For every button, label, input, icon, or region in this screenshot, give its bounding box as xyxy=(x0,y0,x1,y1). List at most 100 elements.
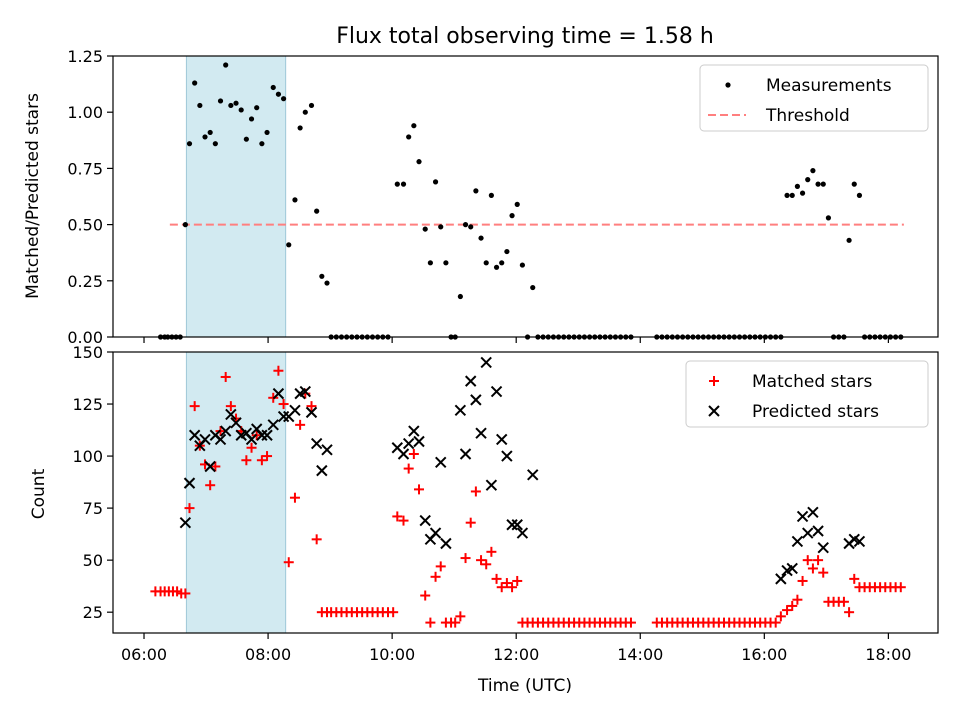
x-tick-label: 12:00 xyxy=(493,645,539,664)
predicted-star-point xyxy=(289,404,301,416)
predicted-star-stroke-b xyxy=(402,437,415,450)
predicted-star-stroke-b xyxy=(480,356,492,369)
predicted-star-point xyxy=(796,510,809,523)
matched-star-point xyxy=(782,605,793,616)
y-tick-label: 0.00 xyxy=(67,328,103,347)
legend-label: Measurements xyxy=(766,76,892,96)
measurement-point xyxy=(314,208,320,214)
predicted-star-stroke-b xyxy=(775,573,787,585)
matched-star-point xyxy=(455,611,466,622)
predicted-star-point xyxy=(817,541,829,554)
x-tick-label: 10:00 xyxy=(369,645,415,664)
predicted-star-stroke-b xyxy=(527,469,539,481)
predicted-star-point xyxy=(321,444,333,456)
predicted-star-stroke-b xyxy=(454,404,467,416)
matched-star-point xyxy=(496,582,507,593)
predicted-star-point xyxy=(419,514,431,527)
matched-star-point xyxy=(775,611,786,622)
predicted-star-stroke-b xyxy=(188,429,201,441)
y-tick-label: 0.75 xyxy=(67,159,103,178)
predicted-star-point xyxy=(480,356,492,369)
predicted-star-stroke-b xyxy=(272,387,285,400)
legend-box xyxy=(699,64,929,132)
measurement-point xyxy=(473,188,479,194)
predicted-star-point xyxy=(408,425,420,437)
measurement-point xyxy=(238,107,244,113)
matched-star-point xyxy=(430,571,441,582)
predicted-star-point xyxy=(454,404,467,416)
predicted-star-stroke-b xyxy=(807,506,819,518)
matched-star-point xyxy=(273,365,284,376)
predicted-star-stroke-b xyxy=(490,385,503,398)
predicted-star-stroke-b xyxy=(230,417,242,429)
predicted-star-stroke-b xyxy=(511,519,523,531)
measurement-point xyxy=(270,84,276,91)
predicted-star-point xyxy=(183,477,196,489)
predicted-star-point xyxy=(807,506,819,518)
matched-star-point xyxy=(278,399,289,410)
matched-star-point xyxy=(770,617,781,628)
predicted-star-point xyxy=(188,429,201,441)
measurement-point xyxy=(286,242,292,248)
matched-star-point xyxy=(813,555,824,566)
predicted-star-point xyxy=(261,429,273,441)
measurement-point xyxy=(228,102,234,109)
measurement-point xyxy=(457,293,463,300)
predicted-star-stroke-b xyxy=(256,429,268,441)
measurement-point xyxy=(259,141,265,147)
measurement-point xyxy=(411,123,417,129)
matched-star-point xyxy=(486,546,497,557)
measurement-point xyxy=(514,201,520,207)
measurement-point xyxy=(186,141,193,147)
legend-box xyxy=(685,360,929,428)
predicted-star-stroke-b xyxy=(501,450,513,462)
measurement-point xyxy=(856,192,863,198)
predicted-star-stroke-b xyxy=(261,429,273,441)
predicted-star-stroke-b xyxy=(475,427,487,439)
x-tick-label: 16:00 xyxy=(741,645,787,664)
legend-predicted-stroke-b xyxy=(708,405,720,417)
predicted-star-stroke-b xyxy=(397,448,410,460)
predicted-star-point xyxy=(511,519,523,531)
matched-star-point xyxy=(450,617,461,628)
measurement-point xyxy=(422,226,428,232)
matched-star-point xyxy=(392,511,403,522)
matched-star-point xyxy=(465,517,476,528)
matched-star-point xyxy=(802,555,813,566)
y-tick-label: 25 xyxy=(83,603,103,622)
measurement-point xyxy=(478,235,484,241)
predicted-star-point xyxy=(299,385,312,398)
measurement-point xyxy=(432,179,439,185)
matched-star-point xyxy=(895,582,906,593)
predicted-star-stroke-b xyxy=(435,456,447,469)
matched-star-point xyxy=(460,553,471,564)
matched-star-point xyxy=(807,563,818,574)
measurement-point xyxy=(846,237,852,243)
predicted-star-point xyxy=(256,429,268,441)
measurement-point xyxy=(243,136,249,142)
predicted-star-stroke-b xyxy=(459,448,472,460)
measurement-point xyxy=(280,96,287,102)
predicted-star-point xyxy=(310,437,323,450)
matched-star-point xyxy=(849,573,860,584)
matched-star-point xyxy=(403,463,414,474)
measurement-point xyxy=(182,222,188,228)
predicted-star-point xyxy=(413,435,425,448)
measurement-point xyxy=(427,260,433,266)
predicted-star-point xyxy=(485,479,498,491)
matched-star-point xyxy=(501,578,512,589)
matched-star-point xyxy=(180,588,191,599)
measurement-point xyxy=(483,260,489,266)
legend-measurements-marker xyxy=(725,82,731,88)
y-tick-label: 0.50 xyxy=(67,216,103,235)
predicted-star-point xyxy=(397,448,410,460)
predicted-star-stroke-b xyxy=(506,519,518,531)
predicted-star-point xyxy=(267,419,279,431)
matched-star-point xyxy=(425,617,436,628)
measurement-point xyxy=(292,197,298,203)
predicted-star-stroke-b xyxy=(199,433,211,446)
predicted-star-stroke-b xyxy=(796,510,809,523)
matched-star-point xyxy=(210,461,221,472)
predicted-star-point xyxy=(316,464,328,477)
measurement-point xyxy=(416,159,422,165)
